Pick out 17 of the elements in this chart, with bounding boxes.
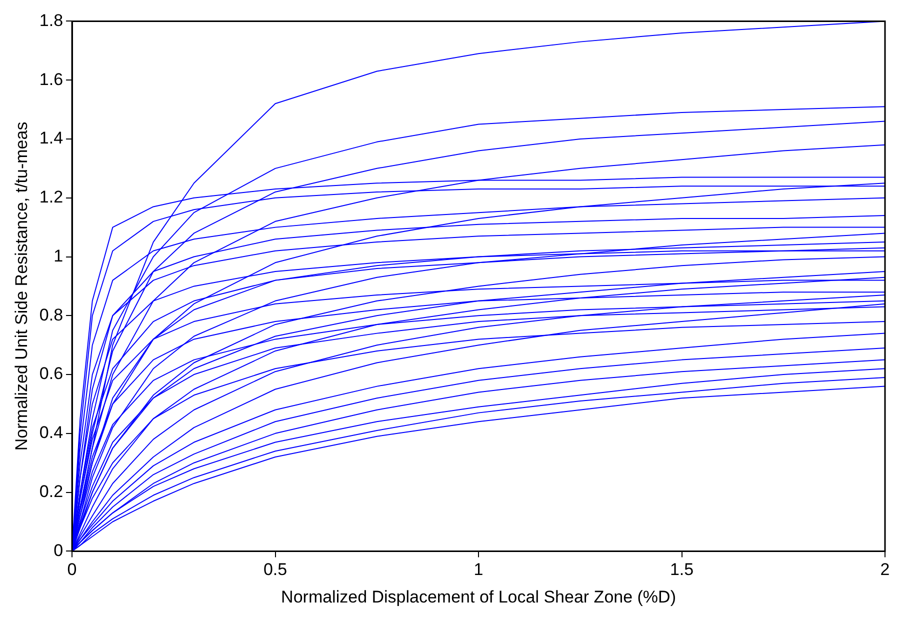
y-tick-label: 1.2 — [39, 188, 64, 207]
y-tick-label: 0.4 — [39, 423, 64, 442]
x-tick-label: 1 — [474, 560, 484, 580]
y-tick-label: 0.2 — [39, 482, 64, 501]
y-tick-label: 0 — [54, 540, 64, 560]
y-tick-label: 1.8 — [39, 10, 64, 30]
y-axis-title: Normalized Unit Side Resistance, t/tu-meas — [12, 122, 31, 451]
x-tick-label: 2 — [880, 560, 890, 580]
x-tick-label: 0.5 — [263, 560, 288, 580]
y-tick-label: 0.6 — [39, 364, 64, 384]
y-tick-label: 0.8 — [39, 305, 64, 324]
x-axis-title: Normalized Displacement of Local Shear Zone (%D) — [281, 587, 676, 606]
y-tick-label: 1.6 — [39, 70, 64, 89]
x-tick-label: 1.5 — [670, 560, 694, 580]
y-tick-label: 1 — [54, 246, 64, 266]
y-tick-label: 1.4 — [39, 128, 64, 148]
x-tick-label: 0 — [67, 560, 77, 580]
